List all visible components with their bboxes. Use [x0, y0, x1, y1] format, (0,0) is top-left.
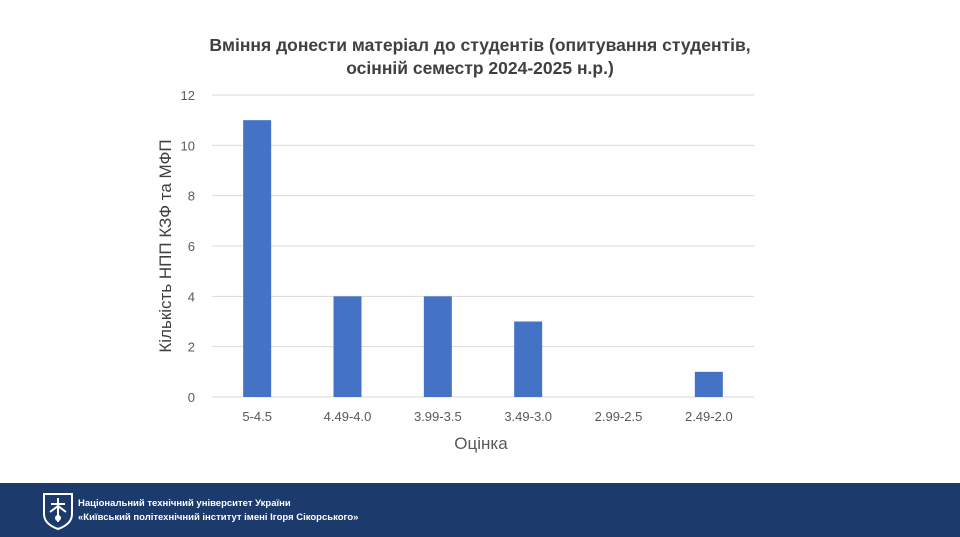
- y-axis-title: Кількість НПП КЗФ та МФП: [156, 139, 175, 352]
- y-tick-label: 12: [181, 88, 195, 103]
- gridlines: [212, 94, 754, 398]
- footer-university-name: Національний технічний університет Украї…: [78, 497, 358, 525]
- x-axis-title: Оцінка: [454, 434, 508, 453]
- x-tick-label: 3.49-3.0: [504, 409, 552, 424]
- bar: [333, 296, 362, 397]
- y-tick-label: 6: [188, 239, 195, 254]
- x-tick-label: 3.99-3.5: [414, 409, 462, 424]
- y-tick-label: 4: [188, 289, 195, 304]
- chart-title-line-2: осінній семестр 2024-2025 н.р.): [346, 58, 614, 78]
- y-tick-label: 2: [188, 340, 195, 355]
- chart-title-line-1: Вміння донести матеріал до студентів (оп…: [209, 35, 751, 55]
- footer-line-2: «Київський політехнічний інститут імені …: [78, 512, 359, 523]
- x-tick-labels: 5-4.5 4.49-4.0 3.99-3.5 3.49-3.0 2.99-2.5 2.4…: [242, 409, 732, 424]
- chart-title: Вміння донести матеріал до студентів (оп…: [150, 34, 810, 80]
- x-tick-label: 2.49-2.0: [685, 409, 733, 424]
- bar: [243, 120, 272, 398]
- y-tick-label: 8: [188, 189, 195, 204]
- y-tick-labels: 0 2 4 6 8 10 12: [181, 88, 195, 405]
- x-tick-label: 4.49-4.0: [324, 409, 372, 424]
- footer-bar: Національний технічний університет Украї…: [0, 483, 960, 537]
- bars: [243, 120, 723, 398]
- bar-chart: 0 2 4 6 8 10 12 5-4.5 4.49-4.0 3.99-3.5 3.49-3.0 2…: [156, 88, 754, 453]
- footer-line-1: Національний технічний університет Украї…: [78, 498, 291, 509]
- bar: [423, 296, 452, 397]
- x-tick-label: 2.99-2.5: [595, 409, 643, 424]
- y-tick-label: 0: [188, 390, 195, 405]
- y-tick-label: 10: [181, 138, 195, 153]
- kpi-shield-logo-icon: [43, 493, 73, 530]
- bar: [514, 321, 543, 397]
- bar: [694, 371, 723, 397]
- x-tick-label: 5-4.5: [242, 409, 272, 424]
